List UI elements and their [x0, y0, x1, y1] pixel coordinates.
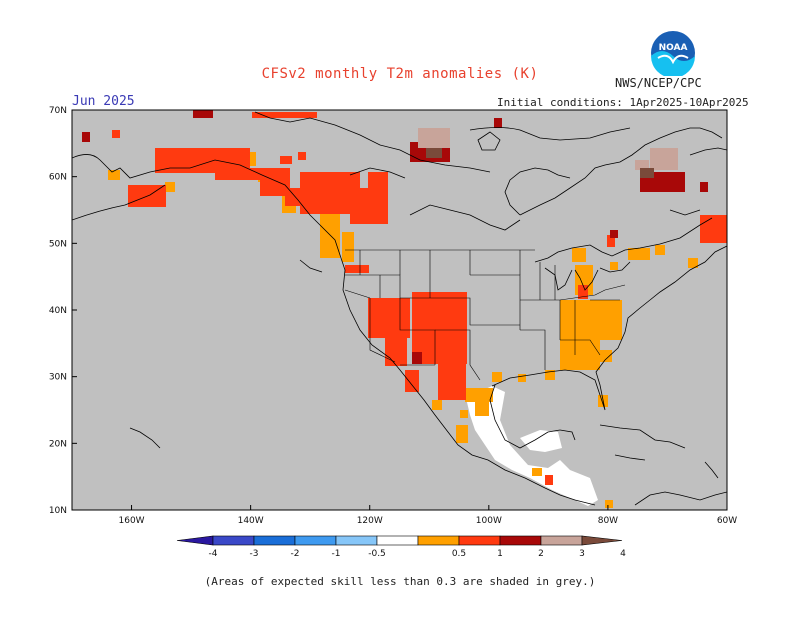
colorbar-label: 0.5 — [452, 549, 466, 559]
colorbar-end-high — [581, 535, 623, 546]
footnote: (Areas of expected skill less than 0.3 a… — [204, 575, 596, 588]
lat-label: 10N — [49, 506, 67, 516]
chart-title: CFSv2 monthly T2m anomalies (K) — [261, 66, 539, 82]
lat-label: 30N — [49, 373, 67, 383]
anomaly-3-4 — [418, 128, 678, 170]
latitude-labels: 70N 60N 50N 40N 30N 20N 10N — [49, 106, 77, 516]
initial-conditions: Initial conditions: 1Apr2025-10Apr2025 — [497, 96, 749, 109]
coastlines — [72, 111, 727, 506]
colorbar-end-low — [176, 535, 214, 546]
longitude-labels: 160W 140W 120W 100W 80W 60W — [119, 505, 737, 526]
lat-label: 40N — [49, 306, 67, 316]
colorbar-label: -2 — [291, 549, 300, 559]
colorbar-box — [417, 535, 460, 546]
colorbar-box — [294, 535, 337, 546]
lat-label: 70N — [49, 106, 67, 116]
lon-label: 160W — [119, 516, 145, 526]
anomaly-4-plus — [426, 148, 654, 178]
lat-label: 50N — [49, 239, 67, 249]
lon-label: 120W — [357, 516, 383, 526]
logo-text: NOAA — [659, 43, 688, 53]
skill-area-white — [466, 386, 598, 506]
forecast-month: Jun 2025 — [72, 94, 135, 109]
colorbar-label: -0.5 — [368, 549, 386, 559]
colorbar-label: -3 — [250, 549, 259, 559]
colorbar-box — [253, 535, 296, 546]
colorbar-box — [335, 535, 378, 546]
colorbar-box — [499, 535, 542, 546]
lat-label: 60N — [49, 173, 67, 183]
colorbar-box — [458, 535, 501, 546]
colorbar-box — [212, 535, 255, 546]
colorbar-box — [376, 535, 419, 546]
lat-label: 20N — [49, 439, 67, 449]
agency-label: NWS/NCEP/CPC — [615, 76, 702, 90]
lon-label: 140W — [238, 516, 264, 526]
colorbar-label: 1 — [497, 549, 503, 559]
colorbar-label: 4 — [620, 549, 626, 559]
colorbar-box — [540, 535, 583, 546]
state-borders — [344, 249, 626, 381]
anomaly-1-2 — [112, 112, 727, 485]
colorbar-label: -4 — [209, 549, 218, 559]
noaa-logo-icon: NOAA — [651, 31, 695, 76]
lon-label: 60W — [717, 516, 737, 526]
colorbar-label: 3 — [579, 549, 585, 559]
lon-label: 100W — [476, 516, 502, 526]
lon-label: 80W — [598, 516, 618, 526]
colorbar-label: -1 — [332, 549, 341, 559]
colorbar-label: 2 — [538, 549, 544, 559]
